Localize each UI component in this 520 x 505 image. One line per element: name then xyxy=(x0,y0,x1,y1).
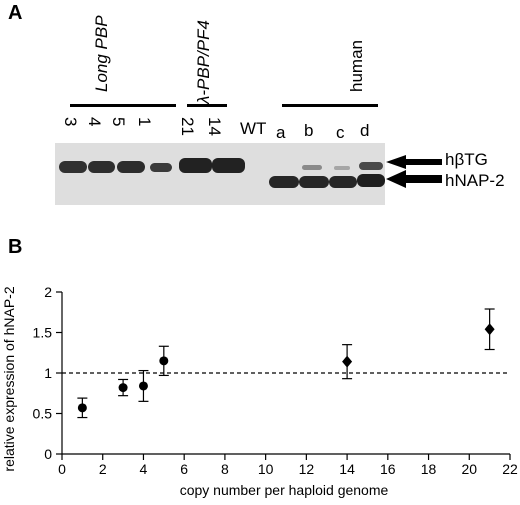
x-tick-label: 0 xyxy=(58,461,66,477)
band-hbtg-lane-21 xyxy=(179,158,212,173)
x-tick-label: 4 xyxy=(140,461,148,477)
lane-label-5: 5 xyxy=(109,117,128,127)
data-point-circle xyxy=(118,383,128,393)
x-tick-label: 6 xyxy=(180,461,188,477)
band-hbtg-lane-d xyxy=(359,162,383,170)
group-bar-human xyxy=(282,104,378,107)
band-hnap2-lane-b xyxy=(299,176,329,188)
gel-blot-image xyxy=(55,143,385,205)
band-hbtg-lane-b xyxy=(302,165,322,170)
lane-label-wt: WT xyxy=(240,119,267,138)
band-hbtg-lane-c xyxy=(334,166,350,170)
lane-label-b: b xyxy=(304,121,314,140)
x-tick-label: 22 xyxy=(502,461,518,477)
data-point-diamond xyxy=(484,323,495,336)
y-tick-label: 0.5 xyxy=(33,406,53,422)
band-hbtg-lane-4 xyxy=(88,161,115,173)
group-label-long-pbp: Long PBP xyxy=(92,15,111,92)
group-label-lambda-pbp-pf4: λ-PBP/PF4 xyxy=(194,20,213,104)
x-tick-label: 18 xyxy=(421,461,437,477)
data-point-circle xyxy=(77,403,87,413)
band-arrows xyxy=(386,155,442,188)
panel-a-letter: A xyxy=(8,2,23,24)
lane-label-21: 21 xyxy=(178,117,197,136)
arrow-hnap2-icon xyxy=(386,170,442,188)
band-hnap2-lane-c xyxy=(329,176,357,188)
lane-label-3: 3 xyxy=(61,117,80,127)
lane-label-4: 4 xyxy=(85,117,104,127)
band-hbtg-lane-14 xyxy=(212,158,245,173)
x-tick-label: 14 xyxy=(339,461,355,477)
panel-b-letter: B xyxy=(8,236,23,258)
y-tick-label: 1 xyxy=(44,365,52,381)
x-tick-label: 12 xyxy=(299,461,315,477)
group-bar-lambda xyxy=(187,104,227,107)
x-tick-label: 2 xyxy=(99,461,107,477)
band-hbtg-lane-1 xyxy=(150,163,172,172)
data-point-circle xyxy=(159,356,169,366)
y-axis-label: relative expression of hNAP-2 xyxy=(1,286,17,471)
band-hbtg-lane-5 xyxy=(117,161,145,173)
band-label-hbtg: hβTG xyxy=(445,150,488,169)
lane-label-a: a xyxy=(276,123,286,142)
x-axis-label: copy number per haploid genome xyxy=(180,482,389,498)
data-point-circle xyxy=(138,381,148,391)
y-tick-label: 0 xyxy=(44,446,52,462)
lane-label-1: 1 xyxy=(135,117,154,127)
y-tick-label: 1.5 xyxy=(33,325,53,341)
lane-label-d: d xyxy=(360,121,370,140)
group-bar-long-pbp xyxy=(70,104,176,107)
band-hnap2-lane-d xyxy=(357,174,385,187)
arrow-hbtg-icon xyxy=(386,155,442,169)
lane-label-14: 14 xyxy=(205,117,224,136)
x-tick-label: 8 xyxy=(221,461,229,477)
band-hbtg-lane-3 xyxy=(59,161,87,173)
band-label-hnap2: hNAP-2 xyxy=(445,171,505,190)
x-tick-label: 16 xyxy=(380,461,396,477)
y-tick-label: 2 xyxy=(44,284,52,300)
band-hnap2-lane-a xyxy=(269,176,299,188)
x-tick-label: 10 xyxy=(258,461,274,477)
x-tick-label: 20 xyxy=(461,461,477,477)
lane-label-c: c xyxy=(336,123,345,142)
group-label-human: human xyxy=(347,40,366,92)
data-point-diamond xyxy=(342,355,353,368)
